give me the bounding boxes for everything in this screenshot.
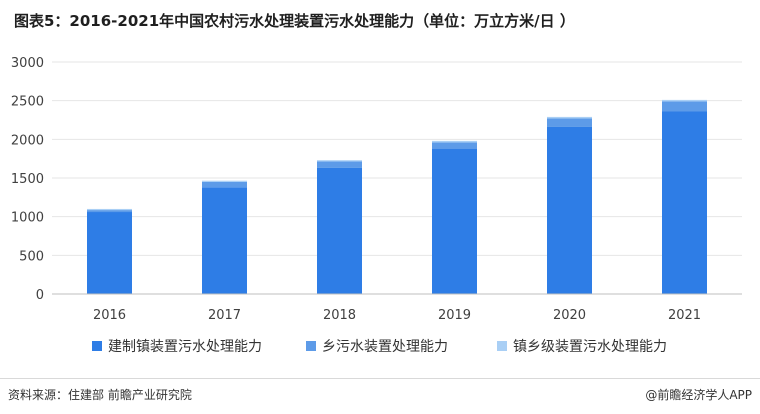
bar-segment <box>87 212 132 294</box>
y-tick-label: 1000 <box>11 211 44 226</box>
x-tick-label: 2020 <box>553 308 586 323</box>
gridlines <box>52 61 742 256</box>
legend-label: 乡污水装置处理能力 <box>322 339 448 355</box>
y-tick-label: 2000 <box>11 133 44 148</box>
bar-segment <box>432 140 477 143</box>
source-note: 资料来源：住建部 前瞻产业研究院 <box>8 388 192 402</box>
bars <box>87 99 707 295</box>
bar-segment <box>662 101 707 112</box>
bar-segment <box>202 180 247 182</box>
y-tick-label: 0 <box>36 288 44 303</box>
y-tick-label: 2500 <box>11 95 44 110</box>
bar-segment <box>317 167 362 294</box>
x-tick-label: 2017 <box>208 308 241 323</box>
bar-segment <box>547 126 592 295</box>
x-tick-label: 2016 <box>93 308 126 323</box>
x-tick-label: 2018 <box>323 308 356 323</box>
bar-segment <box>662 111 707 294</box>
bar-segment <box>202 187 247 294</box>
y-tick-label: 1500 <box>11 172 44 187</box>
brand-label: @前瞻经济学人APP <box>645 388 752 402</box>
y-tick-label: 3000 <box>11 56 44 71</box>
legend-label: 建制镇装置污水处理能力 <box>108 339 262 355</box>
bar-segment <box>87 210 132 213</box>
x-tick-label: 2021 <box>668 308 701 323</box>
y-tick-label: 500 <box>19 249 44 264</box>
y-axis-ticks: 0 500 1000 1500 2000 2500 3000 <box>11 56 44 303</box>
bar-segment <box>432 142 477 149</box>
legend-swatch <box>497 341 507 351</box>
bar-segment <box>87 208 132 211</box>
bar-segment <box>202 181 247 188</box>
legend-swatch <box>306 341 316 351</box>
bar-segment <box>662 99 707 102</box>
legend: 建制镇装置污水处理能力 乡污水装置处理能力 镇乡级装置污水处理能力 <box>92 339 667 355</box>
legend-label: 镇乡级装置污水处理能力 <box>513 339 667 355</box>
chart-title: 图表5：2016-2021年中国农村污水处理装置污水处理能力（单位：万立方米/日… <box>14 12 575 30</box>
x-tick-label: 2019 <box>438 308 471 323</box>
bar-segment <box>432 148 477 294</box>
footer-divider <box>0 378 760 379</box>
bar-segment <box>317 160 362 162</box>
x-axis-ticks: 2016 2017 2018 2019 2020 2021 <box>93 308 701 323</box>
bar-segment <box>547 118 592 127</box>
bar-segment <box>317 161 362 168</box>
legend-swatch <box>92 341 102 351</box>
bar-segment <box>547 116 592 119</box>
